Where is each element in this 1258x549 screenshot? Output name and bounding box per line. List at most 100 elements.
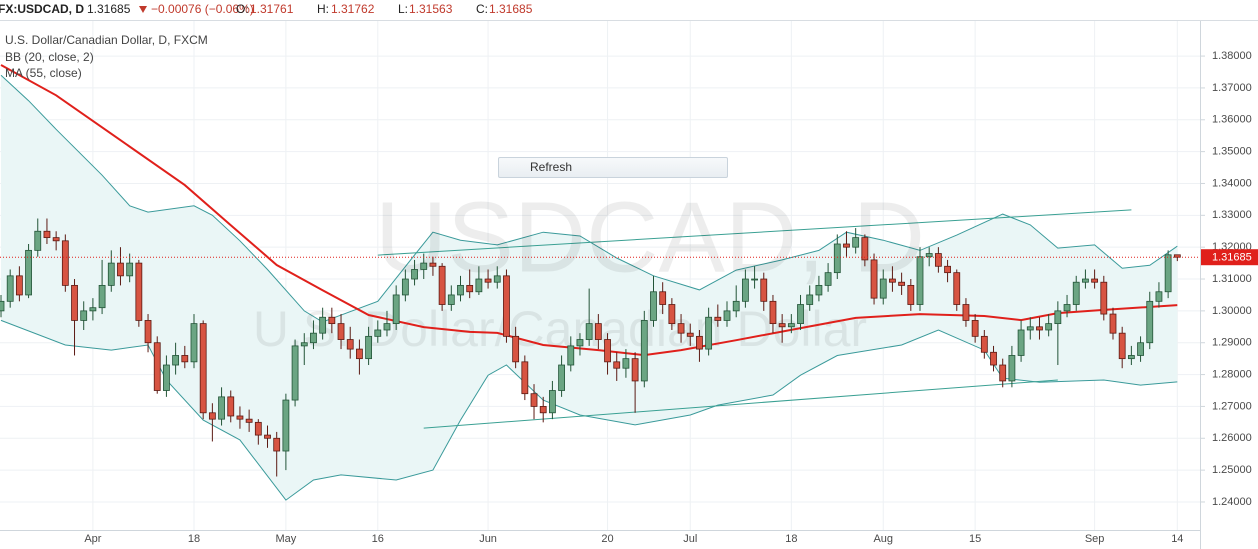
candle-body <box>163 364 170 391</box>
ohlc-label: C: <box>476 2 488 16</box>
x-tick-label: 18 <box>785 533 797 545</box>
candle-body <box>1155 291 1163 302</box>
down-arrow <box>139 6 147 13</box>
candle-body <box>190 323 198 363</box>
candle-body <box>686 332 694 337</box>
plot-marks <box>0 64 1200 477</box>
candle-body <box>512 335 520 363</box>
candle-body <box>245 418 253 423</box>
candle-body <box>135 262 143 321</box>
candle-body <box>861 237 869 261</box>
y-tick-label: 1.36000 <box>1212 114 1252 126</box>
candle-body <box>696 335 703 350</box>
candle-body <box>549 390 556 414</box>
y-tick-label: 1.29000 <box>1212 337 1252 349</box>
candle-body <box>539 406 547 414</box>
x-tick-label: 15 <box>969 533 981 545</box>
candle-body <box>999 364 1007 382</box>
candle-body <box>144 320 152 344</box>
candle-body <box>199 323 207 414</box>
candle-body <box>971 320 979 337</box>
candle-body <box>990 351 997 366</box>
candle-body <box>585 323 593 340</box>
candle-body <box>503 275 510 337</box>
candle-body <box>870 259 878 299</box>
candle-body <box>61 240 69 286</box>
candle-body <box>282 399 290 452</box>
candle-body <box>34 230 42 251</box>
y-tick-label: 1.34000 <box>1212 177 1252 189</box>
candle-body <box>613 361 621 369</box>
candle-body <box>530 393 538 407</box>
candle-body <box>1137 342 1144 356</box>
header-bar <box>0 0 1258 20</box>
candle-body <box>80 310 88 321</box>
candle-body <box>319 316 327 334</box>
candle-body <box>484 278 492 283</box>
candle-body <box>916 256 924 305</box>
candle-body <box>1072 281 1080 305</box>
ohlc-label: L: <box>398 2 408 16</box>
candle-body <box>15 275 23 296</box>
watermark: USDCAD, D <box>375 181 925 293</box>
candle-body <box>227 396 235 417</box>
y-tick-label: 1.24000 <box>1212 496 1252 508</box>
candle-body <box>346 339 354 350</box>
candle-body <box>117 262 124 277</box>
candle-body <box>668 304 676 325</box>
x-tick-label: 16 <box>372 533 384 545</box>
candle-body <box>52 237 60 242</box>
candle-body <box>714 316 722 321</box>
x-tick-label: 20 <box>601 533 613 545</box>
candle-body <box>89 307 97 312</box>
candle-body <box>475 278 483 293</box>
bb-upper <box>0 74 1178 323</box>
candle-body <box>907 284 915 305</box>
candle-body <box>328 316 336 325</box>
candle-body <box>1109 313 1117 334</box>
trend-line <box>377 209 1132 256</box>
candle-body <box>787 323 795 328</box>
ohlc-label: H: <box>317 2 329 16</box>
candle-body <box>1008 355 1016 382</box>
candle-body <box>769 300 777 325</box>
candle-body <box>25 249 32 296</box>
ohlc-value: 1.31761 <box>250 2 294 16</box>
candle-body <box>741 278 749 302</box>
candle-body <box>1127 355 1135 360</box>
candle-body <box>236 415 244 420</box>
candle-body <box>1082 278 1089 283</box>
candle-body <box>659 291 667 305</box>
candle-body <box>953 272 961 305</box>
candle-body <box>6 275 14 302</box>
candle-body <box>107 262 115 286</box>
candle-body <box>815 284 823 296</box>
candle-body <box>493 275 501 283</box>
y-tick-label: 1.37000 <box>1212 82 1252 94</box>
candle-body <box>71 284 78 321</box>
candle-body <box>567 345 575 366</box>
x-tick-label: Apr <box>84 533 101 545</box>
candle-body <box>1054 310 1062 325</box>
candle-body <box>843 243 850 248</box>
y-tick-label: 1.26000 <box>1212 432 1252 444</box>
candle-body <box>962 304 970 321</box>
candle-body <box>934 253 942 267</box>
candle-body <box>383 323 391 331</box>
candle-body <box>374 329 382 337</box>
candle-body <box>1091 278 1099 283</box>
candle-body <box>944 265 951 274</box>
candle-body <box>677 323 685 334</box>
candle-body <box>1026 326 1034 331</box>
candle-body <box>429 262 437 267</box>
legend-entry: MA (55, close) <box>5 66 82 80</box>
candle-body <box>447 294 455 305</box>
trend-line <box>423 379 1058 429</box>
x-tick-label: 18 <box>188 533 200 545</box>
refresh-button[interactable]: Refresh <box>498 157 728 178</box>
candle-body <box>1118 332 1126 360</box>
candle-body <box>1036 326 1043 331</box>
candle-body <box>732 300 740 312</box>
x-tick-label: Aug <box>873 533 893 545</box>
